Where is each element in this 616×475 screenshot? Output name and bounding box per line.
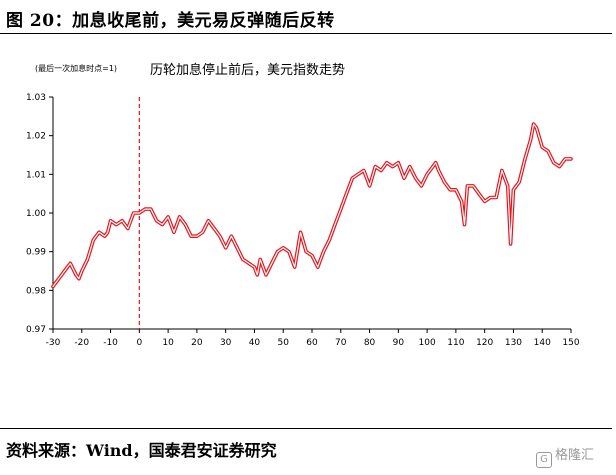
plot-area [51, 97, 573, 329]
source-note: 资料来源：Wind，国泰君安证券研究 [6, 441, 277, 460]
y-tick-label: 0.97 [26, 325, 46, 335]
x-tick-label: 70 [335, 338, 347, 348]
x-tick-label: 90 [393, 338, 405, 348]
y-tick-label: 1.02 [26, 132, 46, 142]
bottom-rule [0, 428, 612, 429]
x-tick-label: 120 [476, 338, 493, 348]
y-tick-label: 0.99 [26, 248, 46, 258]
unit-note: (最后一次加息时点=1) [35, 63, 117, 73]
x-tick-label: 150 [562, 338, 579, 348]
x-tick-label: 140 [534, 338, 551, 348]
x-tick-label: 40 [249, 338, 261, 348]
x-tick-label: 50 [277, 338, 289, 348]
y-tick-label: 1.03 [26, 93, 46, 103]
figure-title: 图 20：加息收尾前，美元易反弹随后反转 [6, 11, 335, 31]
watermark-logo-icon: G [536, 452, 552, 468]
x-tick-label: 30 [220, 338, 232, 348]
x-tick-label: 0 [136, 338, 142, 348]
y-axis: 0.97 0.98 0.99 1.00 1.01 1.02 1.03 [26, 93, 54, 335]
watermark: G 格隆汇 [536, 444, 594, 468]
y-tick-label: 0.98 [26, 286, 46, 296]
x-tick-label: 100 [419, 338, 436, 348]
x-tick-label: 60 [306, 338, 318, 348]
x-tick-label: 80 [364, 338, 376, 348]
x-tick-label: 20 [191, 338, 203, 348]
watermark-text: 格隆汇 [555, 448, 595, 463]
series-line-mean-inner [52, 123, 572, 288]
x-tick-label: 130 [505, 338, 522, 348]
top-rule [0, 33, 612, 34]
x-tick-label: -20 [74, 338, 89, 348]
x-axis: -30 -20 -10 0 10 20 30 40 50 60 70 80 90 100 110 120 130… [46, 328, 580, 348]
series-line-mean [51, 122, 573, 289]
chart-title: 历轮加息停止前后，美元指数走势 [150, 62, 345, 78]
dollar-index-chart: (最后一次加息时点=1) 历轮加息停止前后，美元指数走势 0.970.980.9… [26, 62, 580, 348]
x-tick-label: -30 [46, 338, 61, 348]
x-tick-label: -10 [103, 338, 118, 348]
x-tick-label: 110 [447, 338, 464, 348]
x-tick-label: 10 [162, 338, 174, 348]
y-tick-label: 1.01 [26, 170, 46, 180]
y-tick-label: 1.00 [26, 209, 46, 219]
